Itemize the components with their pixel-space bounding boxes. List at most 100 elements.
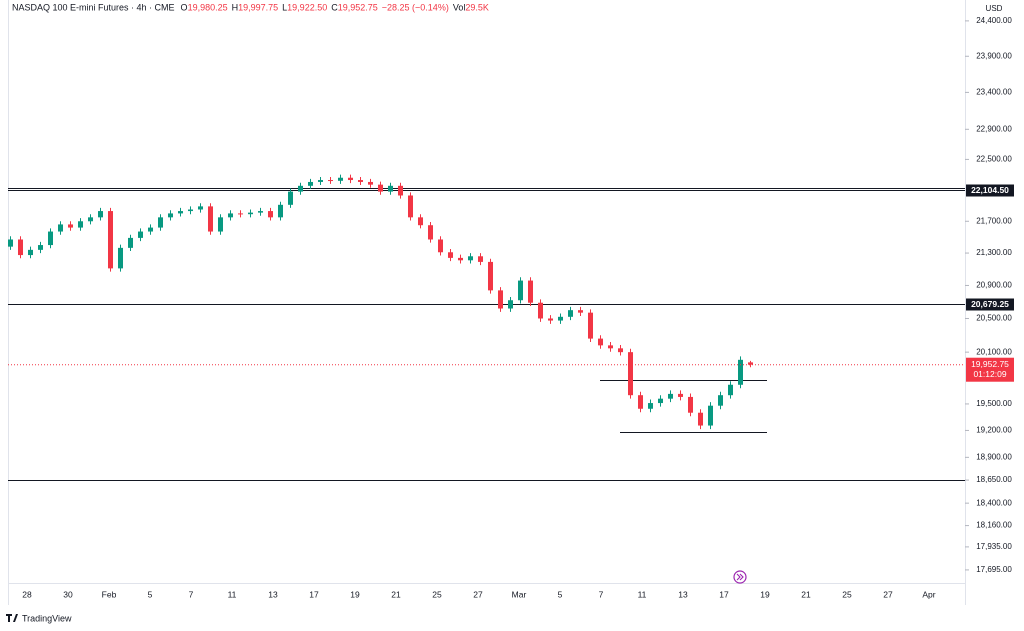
y-tick-label: 21,300.00: [976, 248, 1012, 257]
x-tick-label: 17: [309, 589, 319, 599]
candle-body: [498, 290, 503, 309]
replay-icon[interactable]: [733, 570, 747, 584]
x-tick-label: 19: [350, 589, 360, 599]
candle-body: [268, 211, 273, 218]
candle-body: [348, 177, 353, 181]
x-tick-label: 25: [842, 589, 852, 599]
candle-body: [658, 398, 663, 404]
x-tick-label: 27: [883, 589, 893, 599]
candle-body: [478, 256, 483, 262]
x-tick-label: 13: [678, 589, 688, 599]
x-tick-label: 30: [63, 589, 73, 599]
candle-body: [218, 217, 223, 232]
legend-key: H: [232, 2, 239, 12]
candle-body: [368, 181, 373, 185]
x-tick-label: 7: [189, 589, 194, 599]
y-tick-label: 24,400.00: [976, 16, 1012, 25]
x-tick-label: 7: [599, 589, 604, 599]
candle-body: [458, 257, 463, 261]
candle-body: [418, 217, 423, 226]
candle-body: [38, 245, 43, 250]
legend-key: Vol: [453, 2, 466, 12]
candle-body: [738, 359, 743, 385]
x-tick-label: Feb: [102, 589, 117, 599]
candle-body: [238, 213, 243, 215]
x-tick-label: 17: [719, 589, 729, 599]
candle-body: [168, 213, 173, 218]
candle-body: [488, 261, 493, 291]
legend-value: 19,922.50: [287, 2, 327, 12]
x-tick-label: 5: [148, 589, 153, 599]
legend-value: 19,980.25: [188, 2, 228, 12]
candle-body: [328, 180, 333, 182]
candle-body: [148, 227, 153, 232]
level-label-bg: [966, 184, 1014, 197]
candle-body: [308, 181, 313, 186]
y-tick-label: 20,900.00: [976, 281, 1012, 290]
candle-body: [668, 393, 673, 399]
candle-body: [118, 247, 123, 269]
y-tick-label: 22,900.00: [976, 124, 1012, 133]
y-tick-label: 21,700.00: [976, 216, 1012, 225]
candle-body: [378, 184, 383, 192]
legend-title: NASDAQ 100 E-mini Futures · 4h · CME: [12, 2, 175, 12]
logo-mark: [6, 614, 18, 622]
last-price-label: 19,952.75: [971, 359, 1009, 369]
x-tick-label: 5: [558, 589, 563, 599]
y-tick-label: 23,400.00: [976, 87, 1012, 96]
y-tick-label: 19,500.00: [976, 399, 1012, 408]
x-tick-label: 11: [228, 589, 237, 599]
legend: NASDAQ 100 E-mini Futures · 4h · CME O 19,…: [12, 2, 489, 12]
legend-key: O: [181, 2, 188, 12]
candle-body: [388, 185, 393, 192]
candle-body: [98, 211, 103, 218]
candle-body: [548, 318, 553, 321]
candle-body: [28, 249, 33, 256]
x-tick-label: 11: [638, 589, 647, 599]
x-tick-label: 13: [268, 589, 278, 599]
x-tick-label: Mar: [512, 589, 527, 599]
candle-body: [408, 195, 413, 218]
x-tick-label: 21: [391, 589, 401, 599]
candle-body: [718, 395, 723, 406]
candle-body: [228, 213, 233, 218]
candle-body: [578, 310, 583, 313]
level-label: 22,104.50: [971, 185, 1009, 195]
legend-key: L: [282, 2, 287, 12]
countdown-label: 01:12:09: [973, 369, 1006, 379]
candle-body: [678, 393, 683, 397]
candle-body: [288, 191, 293, 205]
legend-value: 19,952.75: [338, 2, 378, 12]
candle-body: [68, 224, 73, 228]
candle-body: [198, 206, 203, 210]
candle-body: [8, 239, 13, 247]
candle-body: [618, 348, 623, 353]
candle-body: [248, 212, 253, 215]
candle-body: [188, 209, 193, 212]
candle-body: [558, 316, 563, 321]
y-tick-label: 22,500.00: [976, 155, 1012, 164]
candle-body: [258, 211, 263, 213]
candle-body: [298, 185, 303, 192]
candle-body: [538, 302, 543, 319]
y-tick-label: 17,695.00: [976, 565, 1012, 574]
candle-body: [108, 211, 113, 269]
candle-body: [48, 231, 53, 246]
y-tick-label: 20,500.00: [976, 314, 1012, 323]
candle-body: [88, 217, 93, 222]
candle-body: [428, 225, 433, 240]
y-tick-label: 18,650.00: [976, 475, 1012, 484]
replay-circle[interactable]: [733, 570, 747, 584]
candle-body: [508, 300, 513, 309]
candle-body: [588, 312, 593, 339]
level-label: 20,679.25: [971, 299, 1009, 309]
candle-body: [338, 177, 343, 181]
last-price-bg: [966, 357, 1014, 382]
candle-body: [18, 239, 23, 256]
y-tick-label: 17,935.00: [976, 542, 1012, 551]
candle-body: [648, 403, 653, 409]
candle-body: [448, 252, 453, 258]
candle-body: [128, 237, 133, 248]
candle-body: [518, 280, 523, 301]
